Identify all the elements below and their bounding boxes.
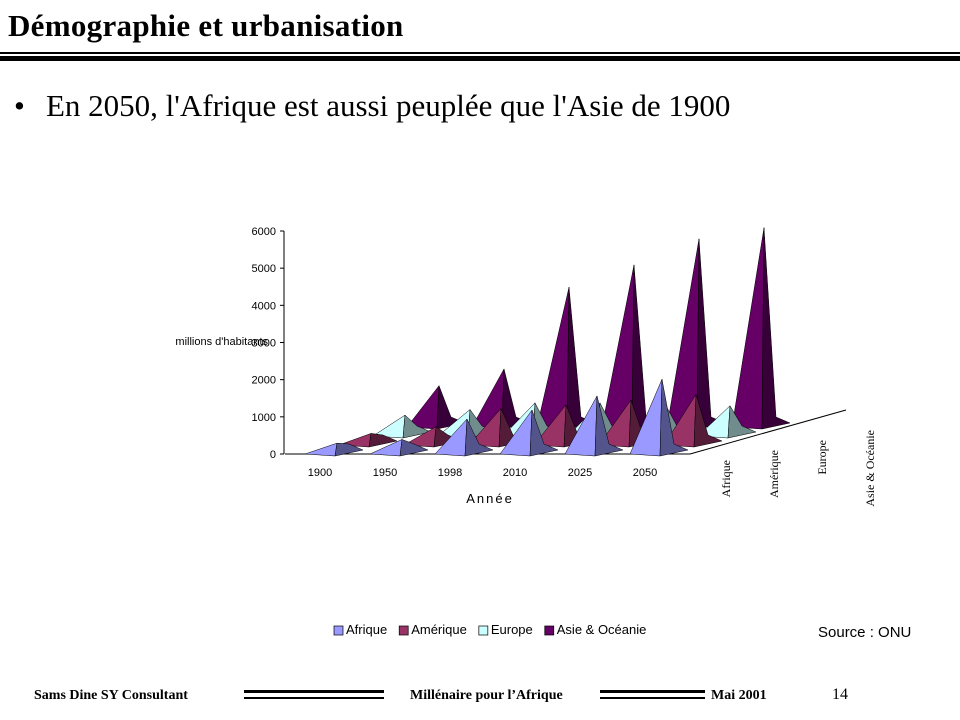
pyramid-side-face: [696, 238, 726, 430]
x-tick-label: 2025: [568, 467, 592, 479]
footer-divider: [600, 690, 705, 699]
pyramid-side-face: [594, 395, 624, 457]
x-tick-label: 2010: [503, 467, 527, 479]
x-axis-title: Année: [466, 491, 514, 506]
bullet-item: • En 2050, l'Afrique est aussi peuplée qu…: [14, 88, 730, 124]
pyramid-side-face: [659, 379, 689, 457]
footer-author: Sams Dine SY Consultant: [34, 688, 188, 703]
pyramid-side-face: [464, 418, 494, 457]
slide-title: Démographie et urbanisation: [8, 8, 404, 43]
pyramid-side-face: [399, 439, 429, 457]
pyramid-side-face: [368, 433, 398, 448]
pyramid-side-face: [529, 410, 559, 457]
y-tick-label: 2000: [252, 375, 276, 387]
depth-axis-label: Afrique: [719, 460, 733, 497]
footer-divider: [244, 690, 384, 699]
x-tick-label: 2050: [633, 467, 657, 479]
depth-axis-line: [689, 409, 847, 455]
title-rule-thick: [0, 56, 960, 61]
legend-label: Amérique: [411, 622, 467, 637]
legend-swatch: [544, 625, 555, 636]
footer-date: Mai 2001: [711, 688, 767, 703]
legend-swatch: [333, 625, 344, 636]
y-tick-label: 4000: [252, 300, 276, 312]
legend-label: Asie & Océanie: [557, 622, 647, 637]
legend-label: Europe: [491, 622, 533, 637]
title-rule: [0, 52, 960, 54]
pyramid-side-face: [761, 227, 791, 430]
depth-axis-label: Europe: [815, 440, 829, 475]
x-tick-label: 1900: [308, 467, 332, 479]
bullet-symbol: •: [14, 88, 25, 123]
legend-label: Afrique: [346, 622, 387, 637]
x-tick-label: 1998: [438, 467, 462, 479]
x-tick-label: 1950: [373, 467, 397, 479]
pyramid-front-face: [731, 227, 765, 430]
y-tick-label: 1000: [252, 412, 276, 424]
legend-swatch: [398, 625, 409, 636]
y-tick-label: 0: [270, 449, 276, 461]
legend-swatch: [478, 625, 489, 636]
pyramid-side-face: [402, 414, 432, 439]
depth-axis-label: Amérique: [767, 450, 781, 498]
pyramid-side-face: [334, 442, 364, 457]
pyramid-front-face: [304, 442, 338, 457]
y-axis-title: millions d'habitants: [175, 336, 268, 348]
source-note: Source : ONU: [818, 624, 912, 641]
y-tick-label: 5000: [252, 263, 276, 275]
bullet-text: En 2050, l'Afrique est aussi peuplée que…: [46, 88, 731, 123]
footer-title: Millénaire pour l’Afrique: [410, 688, 563, 703]
page-number: 14: [832, 686, 848, 703]
pyramid-side-face: [727, 405, 757, 439]
pyramid-side-face: [693, 394, 723, 448]
y-tick-label: 6000: [252, 226, 276, 238]
depth-axis-label: Asie & Océanie: [863, 430, 877, 507]
y-tick-label: 3000: [252, 338, 276, 350]
